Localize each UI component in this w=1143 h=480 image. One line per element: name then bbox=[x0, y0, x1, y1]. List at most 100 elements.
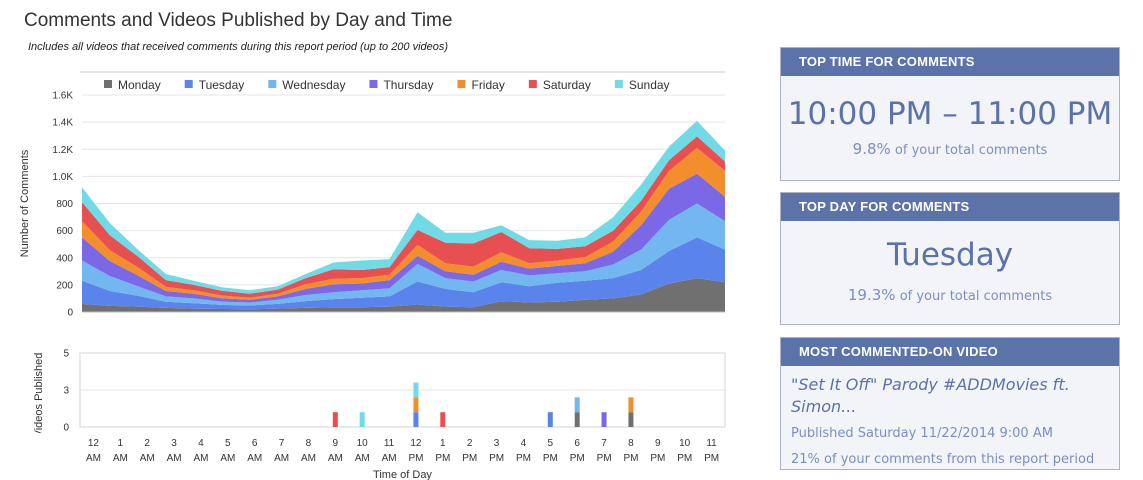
top-day-pct: 19.3% bbox=[847, 286, 896, 304]
area-series-saturday bbox=[82, 136, 725, 298]
top-day-panel: TOP DAY FOR COMMENTS Tuesday 19.3% of yo… bbox=[780, 192, 1120, 325]
area-y-tick-label: 1.0K bbox=[52, 172, 73, 183]
x-tick-ampm: PM bbox=[704, 453, 719, 464]
top-video-title-link[interactable]: "Set It Off" Parody #ADDMovies ft. Simon… bbox=[791, 375, 1070, 416]
top-video-share: 21% of your comments from this report pe… bbox=[791, 452, 1095, 467]
legend-swatch-friday bbox=[457, 80, 466, 88]
area-y-tick-label: 400 bbox=[56, 253, 73, 264]
area-series-tuesday bbox=[82, 237, 725, 310]
bar-y-axis-title: Videos Published bbox=[33, 353, 45, 438]
x-tick-hour: 11 bbox=[706, 438, 717, 449]
x-tick-ampm: AM bbox=[140, 453, 155, 464]
x-tick-hour: 6 bbox=[574, 438, 580, 449]
top-video-panel: MOST COMMENTED-ON VIDEO "Set It Off" Par… bbox=[780, 337, 1120, 470]
x-tick-ampm: PM bbox=[462, 453, 477, 464]
bar-wednesday-6-pm bbox=[574, 397, 580, 413]
bar-y-tick-label: 5 bbox=[63, 349, 69, 360]
legend-swatch-wednesday bbox=[268, 80, 277, 88]
x-tick-hour: 4 bbox=[521, 438, 527, 449]
x-tick-hour: 11 bbox=[384, 438, 395, 449]
bar-thursday-7-pm bbox=[601, 412, 607, 427]
legend-label-friday: Friday bbox=[471, 78, 504, 92]
legend-label-saturday: Saturday bbox=[543, 78, 591, 92]
x-tick-ampm: AM bbox=[86, 453, 101, 464]
top-time-pct: 9.8% bbox=[852, 140, 891, 158]
legend-label-monday: Monday bbox=[118, 78, 161, 92]
legend-swatch-thursday bbox=[369, 80, 378, 88]
page-subtitle: Includes all videos that received commen… bbox=[28, 41, 449, 53]
area-y-axis-title: Number of Comments bbox=[19, 149, 31, 257]
x-tick-ampm: PM bbox=[623, 453, 638, 464]
legend-label-thursday: Thursday bbox=[383, 78, 433, 92]
x-tick-hour: 3 bbox=[494, 438, 500, 449]
bar-y-title-wrap: Videos Published bbox=[33, 353, 45, 438]
bar-sunday-10-am bbox=[359, 412, 365, 427]
comments-area-chart: 0 200 400 600 800 1.0K 1.2K 1.4K 1.6K Monday Tuesd… bbox=[19, 71, 725, 319]
x-tick-hour: 6 bbox=[252, 438, 258, 449]
legend-label-tuesday: Tuesday bbox=[199, 78, 245, 92]
x-axis-title: Time of Day bbox=[373, 469, 432, 480]
legend-swatch-monday bbox=[104, 80, 112, 88]
x-tick-ampm: AM bbox=[220, 453, 235, 464]
top-time-header: TOP TIME FOR COMMENTS bbox=[781, 48, 1119, 76]
x-tick-ampm: AM bbox=[301, 453, 316, 464]
x-tick-ampm: PM bbox=[570, 453, 585, 464]
legend-label-sunday: Sunday bbox=[629, 78, 670, 92]
x-tick-hour: 3 bbox=[171, 438, 177, 449]
x-tick-hour: 8 bbox=[306, 438, 312, 449]
page-title: Comments and Videos Published by Day and… bbox=[24, 10, 453, 31]
x-tick-hour: 10 bbox=[679, 438, 691, 449]
area-y-tick-label: 1.4K bbox=[52, 118, 73, 129]
x-tick-ampm: PM bbox=[435, 453, 450, 464]
bar-saturday-1-pm bbox=[440, 412, 446, 427]
area-y-tick-label: 0 bbox=[67, 308, 73, 319]
area-series-monday bbox=[82, 278, 725, 312]
x-tick-hour: 1 bbox=[440, 438, 446, 449]
x-tick-ampm: PM bbox=[650, 453, 665, 464]
x-tick-hour: 10 bbox=[357, 438, 369, 449]
legend-swatch-tuesday bbox=[184, 80, 193, 88]
legend-swatch-saturday bbox=[528, 80, 537, 88]
x-tick-ampm: AM bbox=[113, 453, 128, 464]
bar-sunday-12-pm bbox=[413, 382, 419, 398]
x-tick-ampm: AM bbox=[274, 453, 289, 464]
x-tick-ampm: AM bbox=[193, 453, 208, 464]
top-time-panel: TOP TIME FOR COMMENTS 10:00 PM – 11:00 P… bbox=[780, 47, 1120, 181]
x-tick-hour: 12 bbox=[88, 438, 100, 449]
area-y-tick-label: 800 bbox=[56, 199, 73, 210]
bar-saturday-9-am bbox=[332, 412, 338, 427]
top-day-pct-line: 19.3% of your total comments bbox=[781, 286, 1119, 304]
legend-label-wednesday: Wednesday bbox=[282, 78, 345, 92]
area-y-tick-label: 1.6K bbox=[52, 91, 73, 102]
x-tick-ampm: PM bbox=[677, 453, 692, 464]
top-time-pct-text: of your total comments bbox=[894, 143, 1048, 158]
x-tick-ampm: PM bbox=[516, 453, 531, 464]
area-series-thursday bbox=[82, 173, 725, 303]
area-y-tick-label: 200 bbox=[56, 280, 73, 291]
x-tick-ampm: PM bbox=[543, 453, 558, 464]
bar-monday-6-pm bbox=[574, 412, 580, 427]
x-tick-hour: 12 bbox=[410, 438, 422, 449]
x-tick-hour: 2 bbox=[467, 438, 473, 449]
x-tick-ampm: PM bbox=[597, 453, 612, 464]
x-tick-hour: 8 bbox=[628, 438, 634, 449]
legend-swatch-sunday bbox=[614, 80, 623, 88]
top-video-published: Published Saturday 11/22/2014 9:00 AM bbox=[791, 426, 1053, 441]
bar-monday-8-pm bbox=[628, 412, 634, 427]
x-tick-ampm: PM bbox=[408, 453, 423, 464]
bar-tuesday-5-pm bbox=[547, 412, 553, 427]
top-time-pct-line: 9.8% of your total comments bbox=[781, 140, 1119, 158]
bar-y-tick-label: 0 bbox=[63, 423, 69, 434]
x-tick-ampm: AM bbox=[247, 453, 262, 464]
x-tick-ampm: AM bbox=[382, 453, 397, 464]
x-tick-hour: 1 bbox=[118, 438, 124, 449]
charts-svg: 0 200 400 600 800 1.0K 1.2K 1.4K 1.6K Monday Tuesd… bbox=[19, 71, 726, 480]
x-tick-ampm: AM bbox=[355, 453, 370, 464]
area-series-wednesday bbox=[82, 203, 725, 306]
x-tick-hour: 2 bbox=[144, 438, 150, 449]
area-y-tick-label: 600 bbox=[56, 226, 73, 237]
top-video-header: MOST COMMENTED-ON VIDEO bbox=[781, 338, 1119, 366]
bar-tuesday-12-pm bbox=[413, 412, 419, 427]
x-tick-hour: 7 bbox=[601, 438, 607, 449]
x-tick-hour: 5 bbox=[548, 438, 554, 449]
